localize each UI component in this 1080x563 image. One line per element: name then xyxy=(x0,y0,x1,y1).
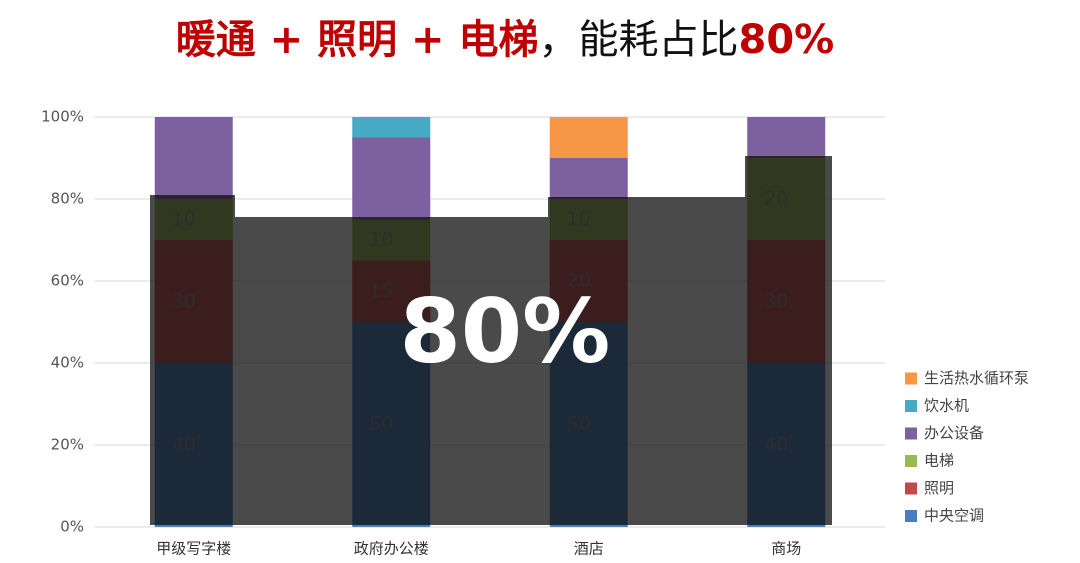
y-tick-label: 60% xyxy=(51,272,84,290)
x-tick-label: 甲级写字楼 xyxy=(156,540,231,558)
y-tick-label: 20% xyxy=(51,436,84,454)
legend-swatch xyxy=(905,482,917,495)
title-part: 80% xyxy=(738,17,834,63)
x-tick-label: 酒店 xyxy=(574,540,604,558)
y-tick-label: 40% xyxy=(51,354,84,372)
annotation: 80% xyxy=(400,280,611,383)
bar-segment xyxy=(747,117,826,158)
chart-title: 暖通 + 照明 + 电梯，能耗占比80% xyxy=(176,17,834,63)
y-tick-label: 80% xyxy=(51,190,84,208)
bar-segment xyxy=(352,117,431,138)
x-tick-label: 商场 xyxy=(771,540,801,558)
legend-swatch xyxy=(905,372,917,385)
bar-segment xyxy=(154,117,233,199)
title-part: 暖通 + 照明 + 电梯 xyxy=(176,17,539,63)
legend-label: 饮水机 xyxy=(924,397,969,415)
legend: 中央空调 照明 电梯 办公设备 饮水机 生活热水循环泵 xyxy=(905,369,1029,525)
legend-label: 办公设备 xyxy=(924,424,984,442)
y-tick-label: 100% xyxy=(41,108,84,126)
legend-label: 生活热水循环泵 xyxy=(924,369,1029,387)
bar-segment xyxy=(352,137,431,220)
title-part: ，能耗占比 xyxy=(538,17,738,63)
legend-label: 电梯 xyxy=(924,452,954,470)
overlay xyxy=(150,156,832,525)
legend-swatch xyxy=(905,400,917,412)
legend-label: 照明 xyxy=(924,479,954,497)
legend-swatch xyxy=(905,510,917,522)
bar-segment xyxy=(549,117,628,158)
legend-swatch xyxy=(905,455,917,467)
y-tick-label: 0% xyxy=(60,518,84,536)
x-tick-label: 政府办公楼 xyxy=(354,540,429,558)
legend-label: 中央空调 xyxy=(924,507,984,525)
bar-segment xyxy=(549,158,628,199)
legend-swatch xyxy=(905,427,917,440)
